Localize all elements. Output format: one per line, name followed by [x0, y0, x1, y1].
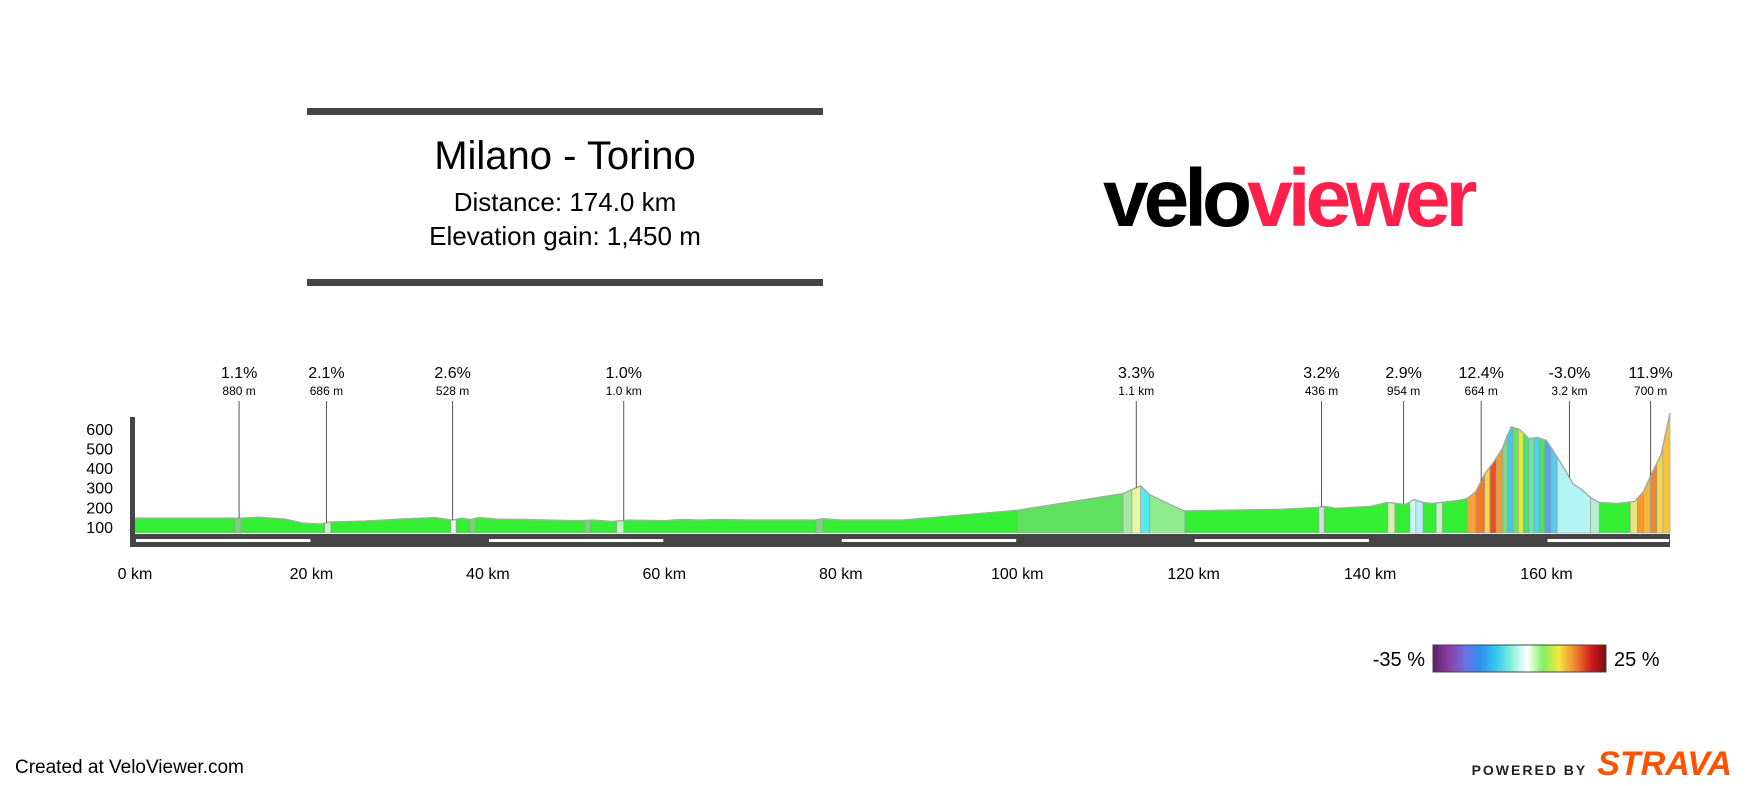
- distance-stripe: [841, 539, 1017, 542]
- strava-logo: STRAVA: [1597, 745, 1732, 783]
- annotation-length: 880 m: [222, 384, 255, 398]
- gradient-segment: [1502, 434, 1508, 534]
- gradient-segment: [1550, 446, 1558, 534]
- gradient-segment: [815, 518, 824, 534]
- gradient-segment: [1544, 439, 1552, 534]
- gradient-segment: [1149, 494, 1186, 534]
- gradient-segment: [1523, 432, 1530, 534]
- powered-by-strava[interactable]: POWERED BY STRAVA: [1472, 745, 1732, 784]
- gradient-segment: [1512, 426, 1519, 534]
- annotation-length: 528 m: [436, 384, 469, 398]
- x-tick-label: 160 km: [1520, 566, 1572, 583]
- created-at-link[interactable]: Created at VeloViewer.com: [15, 757, 244, 778]
- veloviewer-logo[interactable]: veloviewer: [1103, 158, 1477, 240]
- x-tick-label: 100 km: [991, 566, 1043, 583]
- gradient-segment: [1630, 497, 1638, 534]
- title-box: Milano - Torino Distance: 174.0 km Eleva…: [307, 108, 823, 286]
- title-bottom-rule: [307, 279, 823, 286]
- annotation-length: 3.2 km: [1551, 384, 1587, 398]
- annotation-grade: 1.0%: [605, 365, 641, 382]
- annotation-grade: 12.4%: [1459, 365, 1504, 382]
- gradient-segment: [1518, 428, 1524, 534]
- route-title: Milano - Torino: [434, 134, 696, 178]
- gradient-segment: [1484, 466, 1491, 534]
- x-tick-label: 40 km: [466, 566, 510, 583]
- gradient-segment: [450, 518, 457, 534]
- annotation-grade: -3.0%: [1549, 365, 1591, 382]
- gradient-segment: [1122, 489, 1133, 534]
- gradient-segment: [1539, 437, 1545, 534]
- route-distance: Distance: 174.0 km: [453, 187, 677, 217]
- legend-min-label: -35 %: [1373, 649, 1425, 671]
- annotation-length: 664 m: [1465, 384, 1498, 398]
- logo-part-velo: velo: [1103, 153, 1252, 244]
- annotation-length: 686 m: [310, 384, 343, 398]
- gradient-legend-bar: [1432, 644, 1607, 673]
- y-tick-label: 100: [86, 520, 113, 537]
- x-tick-label: 80 km: [819, 566, 863, 583]
- y-axis-line: [130, 417, 135, 547]
- distance-stripe: [488, 539, 664, 542]
- gradient-segment: [1495, 447, 1503, 534]
- gradient-segment: [1016, 493, 1124, 534]
- gradient-segment: [1590, 496, 1600, 534]
- annotation-length: 436 m: [1305, 384, 1338, 398]
- distance-stripe: [1547, 539, 1669, 542]
- annotation-grade: 1.1%: [221, 365, 257, 382]
- logo-part-viewer: viewer: [1247, 153, 1477, 244]
- annotation-grade: 3.3%: [1118, 365, 1154, 382]
- gradient-segment: [1489, 456, 1497, 534]
- distance-stripe: [136, 539, 311, 542]
- gradient-segment: [1528, 437, 1535, 534]
- annotation-grade: 11.9%: [1628, 365, 1672, 382]
- gradient-segment: [1131, 485, 1141, 534]
- gradient-segment: [1656, 445, 1664, 534]
- powered-by-label: POWERED BY: [1471, 762, 1588, 778]
- gradient-segment: [1387, 502, 1396, 534]
- distance-stripe: [1194, 539, 1370, 542]
- title-top-rule: [307, 108, 823, 115]
- profile-outline: [135, 412, 1671, 525]
- annotation-length: 1.0 km: [606, 384, 642, 398]
- annotation-grade: 2.6%: [434, 365, 470, 382]
- annotation-grade: 3.2%: [1303, 365, 1339, 382]
- annotation-grade: 2.1%: [308, 365, 344, 382]
- gradient-segment: [1415, 499, 1424, 534]
- x-tick-label: 140 km: [1344, 566, 1396, 583]
- annotation-grade: 2.9%: [1385, 365, 1421, 382]
- route-elevation-gain: Elevation gain: 1,450 m: [429, 221, 701, 251]
- annotation-length: 954 m: [1387, 384, 1420, 398]
- y-tick-label: 300: [86, 481, 113, 498]
- gradient-segment: [1533, 437, 1540, 534]
- annotation-length: 1.1 km: [1118, 384, 1154, 398]
- gradient-segment: [1435, 501, 1443, 534]
- gradient-segment: [1318, 506, 1325, 534]
- gradient-segment: [234, 517, 242, 534]
- gradient-segment: [584, 519, 591, 534]
- gradient-segment: [324, 521, 332, 534]
- x-tick-label: 0 km: [118, 566, 153, 583]
- y-tick-label: 600: [86, 422, 113, 439]
- y-tick-label: 500: [86, 441, 113, 458]
- gradient-segment: [1507, 426, 1514, 534]
- x-tick-label: 60 km: [643, 566, 687, 583]
- gradient-segment: [616, 520, 624, 534]
- gradient-segment: [1556, 455, 1591, 534]
- x-tick-label: 120 km: [1167, 566, 1219, 583]
- y-tick-label: 400: [86, 461, 113, 478]
- gradient-segment: [469, 518, 476, 534]
- annotation-length: 700 m: [1634, 384, 1667, 398]
- x-tick-label: 20 km: [290, 566, 334, 583]
- gradient-segment: [1409, 499, 1417, 534]
- y-tick-label: 200: [86, 500, 113, 517]
- legend-max-label: 25 %: [1614, 649, 1660, 671]
